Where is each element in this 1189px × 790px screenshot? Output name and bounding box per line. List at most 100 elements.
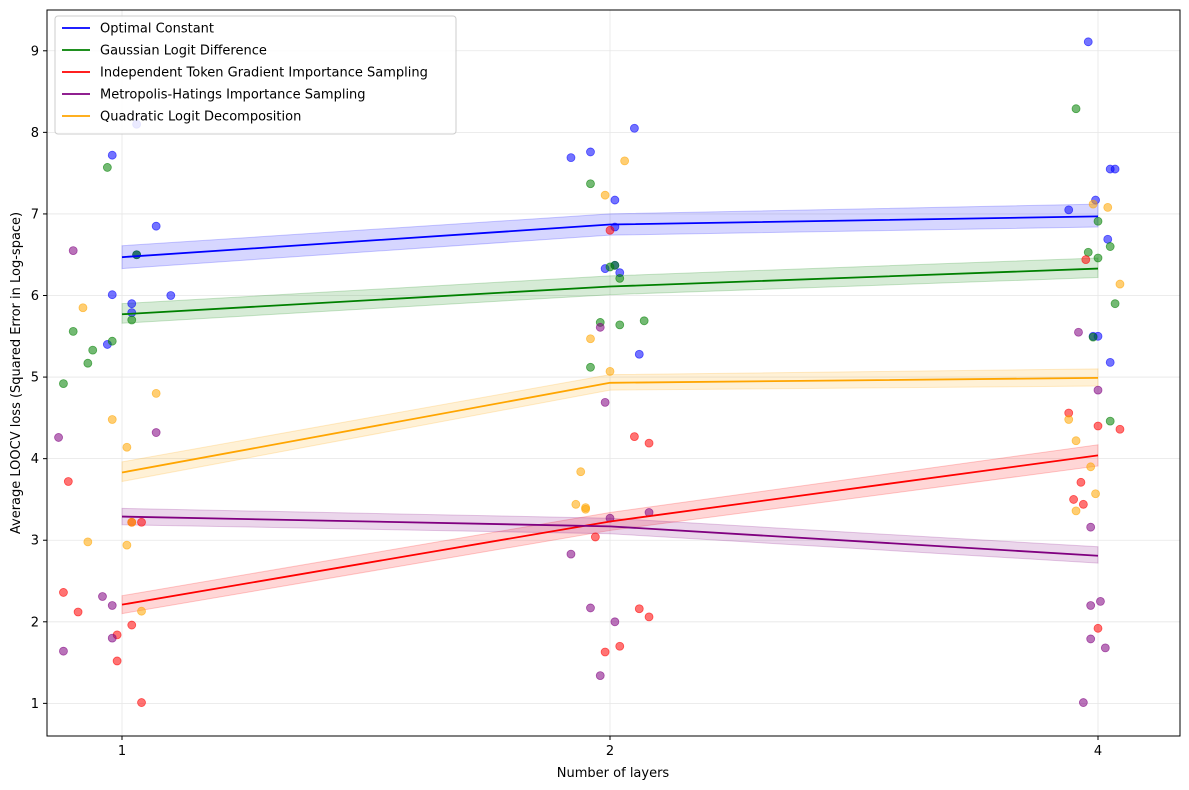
legend-label: Gaussian Logit Difference	[100, 44, 267, 59]
point-metropolis-hatings-importance-sampling	[59, 646, 68, 656]
x-tick-label: 2	[606, 744, 614, 759]
point-independent-token-gradient-importance-sampling	[137, 698, 146, 707]
band-independent-token-gradient-importance-sampling	[121, 444, 1099, 615]
y-tick-label: 8	[31, 126, 39, 141]
point-quadratic-logit-decomposition	[107, 415, 117, 424]
point-gaussian-logit-difference	[88, 345, 98, 355]
y-tick-label: 3	[31, 534, 39, 549]
point-independent-token-gradient-importance-sampling	[112, 656, 122, 666]
point-quadratic-logit-decomposition	[576, 467, 586, 477]
point-optimal-constant	[1110, 164, 1120, 174]
legend: Optimal Constant Gaussian Logit Differenc…	[54, 15, 457, 135]
point-quadratic-logit-decomposition	[83, 537, 93, 547]
point-independent-token-gradient-importance-sampling	[127, 620, 137, 630]
plot-frame	[46, 9, 1181, 737]
point-independent-token-gradient-importance-sampling	[1093, 421, 1103, 431]
point-independent-token-gradient-importance-sampling	[1093, 623, 1103, 633]
point-metropolis-hatings-importance-sampling	[1093, 385, 1103, 395]
point-independent-token-gradient-importance-sampling	[605, 225, 615, 235]
point-optimal-constant	[1105, 357, 1115, 367]
point-quadratic-logit-decomposition	[1086, 462, 1096, 472]
point-independent-token-gradient-importance-sampling	[1081, 255, 1091, 265]
point-optimal-constant	[1103, 234, 1113, 244]
point-optimal-constant	[1083, 37, 1093, 47]
point-independent-token-gradient-importance-sampling	[137, 517, 146, 527]
point-quadratic-logit-decomposition	[1091, 489, 1100, 499]
line-optimal-constant	[121, 215, 1099, 259]
x-tick-label: 1	[118, 744, 126, 759]
series-lines	[121, 215, 1099, 606]
point-optimal-constant	[630, 123, 639, 133]
x-axis-ticks: 1 2 4	[118, 736, 1102, 759]
point-gaussian-logit-difference	[1093, 216, 1103, 226]
point-independent-token-gradient-importance-sampling	[644, 438, 654, 448]
point-optimal-constant	[586, 147, 595, 157]
legend-label: Independent Token Gradient Importance Sa…	[100, 66, 428, 81]
point-quadratic-logit-decomposition	[581, 504, 590, 514]
point-metropolis-hatings-importance-sampling	[151, 428, 161, 437]
point-independent-token-gradient-importance-sampling	[630, 432, 639, 442]
line-independent-token-gradient-importance-sampling	[121, 454, 1099, 606]
point-metropolis-hatings-importance-sampling	[595, 671, 605, 681]
point-metropolis-hatings-importance-sampling	[595, 322, 605, 332]
point-optimal-constant	[107, 150, 117, 160]
point-independent-token-gradient-importance-sampling	[615, 641, 625, 651]
point-gaussian-logit-difference	[83, 358, 93, 368]
y-tick-label: 7	[31, 207, 39, 222]
point-quadratic-logit-decomposition	[1115, 279, 1125, 289]
y-tick-label: 6	[31, 289, 39, 304]
point-gaussian-logit-difference	[615, 320, 625, 330]
point-independent-token-gradient-importance-sampling	[1076, 477, 1086, 487]
point-optimal-constant	[610, 195, 620, 205]
point-independent-token-gradient-importance-sampling	[644, 612, 654, 622]
point-independent-token-gradient-importance-sampling	[1069, 495, 1078, 504]
y-axis-label: Average LOOCV loss (Squared Error in Log…	[9, 212, 24, 534]
point-quadratic-logit-decomposition	[1071, 436, 1081, 446]
point-quadratic-logit-decomposition	[586, 334, 595, 344]
line-quadratic-logit-decomposition	[121, 376, 1099, 474]
point-metropolis-hatings-importance-sampling	[1100, 643, 1110, 653]
point-optimal-constant	[634, 349, 644, 359]
point-optimal-constant	[127, 299, 137, 309]
point-metropolis-hatings-importance-sampling	[1086, 634, 1096, 644]
point-metropolis-hatings-importance-sampling	[107, 633, 117, 643]
legend-box	[54, 15, 457, 135]
point-metropolis-hatings-importance-sampling	[1086, 601, 1096, 610]
point-independent-token-gradient-importance-sampling	[73, 607, 83, 617]
point-gaussian-logit-difference	[102, 163, 112, 172]
point-gaussian-logit-difference	[68, 326, 78, 336]
point-quadratic-logit-decomposition	[1103, 203, 1113, 212]
point-quadratic-logit-decomposition	[127, 517, 137, 527]
point-quadratic-logit-decomposition	[151, 388, 161, 398]
y-axis-ticks: 1 2 3 4 5 6 7 8 9	[31, 44, 47, 712]
y-tick-label: 2	[31, 615, 39, 630]
point-quadratic-logit-decomposition	[600, 190, 610, 200]
point-gaussian-logit-difference	[1105, 416, 1115, 426]
point-metropolis-hatings-importance-sampling	[586, 603, 595, 613]
point-independent-token-gradient-importance-sampling	[1115, 424, 1125, 434]
point-quadratic-logit-decomposition	[1071, 506, 1081, 516]
point-quadratic-logit-decomposition	[78, 303, 88, 313]
point-gaussian-logit-difference	[639, 316, 649, 326]
point-gaussian-logit-difference	[586, 179, 595, 189]
point-metropolis-hatings-importance-sampling	[107, 601, 117, 610]
point-metropolis-hatings-importance-sampling	[1096, 597, 1105, 606]
point-gaussian-logit-difference	[610, 260, 620, 270]
point-gaussian-logit-difference	[1110, 299, 1120, 309]
point-quadratic-logit-decomposition	[571, 499, 581, 509]
point-gaussian-logit-difference	[1083, 247, 1093, 257]
point-gaussian-logit-difference	[1071, 104, 1081, 114]
point-independent-token-gradient-importance-sampling	[600, 647, 610, 657]
point-metropolis-hatings-importance-sampling	[1078, 698, 1088, 707]
x-axis-label: Number of layers	[557, 766, 670, 781]
point-quadratic-logit-decomposition	[1064, 415, 1074, 424]
point-gaussian-logit-difference	[586, 362, 595, 372]
point-independent-token-gradient-importance-sampling	[590, 532, 600, 542]
legend-label: Optimal Constant	[100, 22, 214, 37]
point-metropolis-hatings-importance-sampling	[600, 397, 610, 407]
point-independent-token-gradient-importance-sampling	[1078, 499, 1088, 509]
point-gaussian-logit-difference	[132, 250, 142, 260]
point-gaussian-logit-difference	[615, 273, 625, 283]
point-quadratic-logit-decomposition	[137, 606, 146, 616]
point-optimal-constant	[127, 308, 137, 318]
